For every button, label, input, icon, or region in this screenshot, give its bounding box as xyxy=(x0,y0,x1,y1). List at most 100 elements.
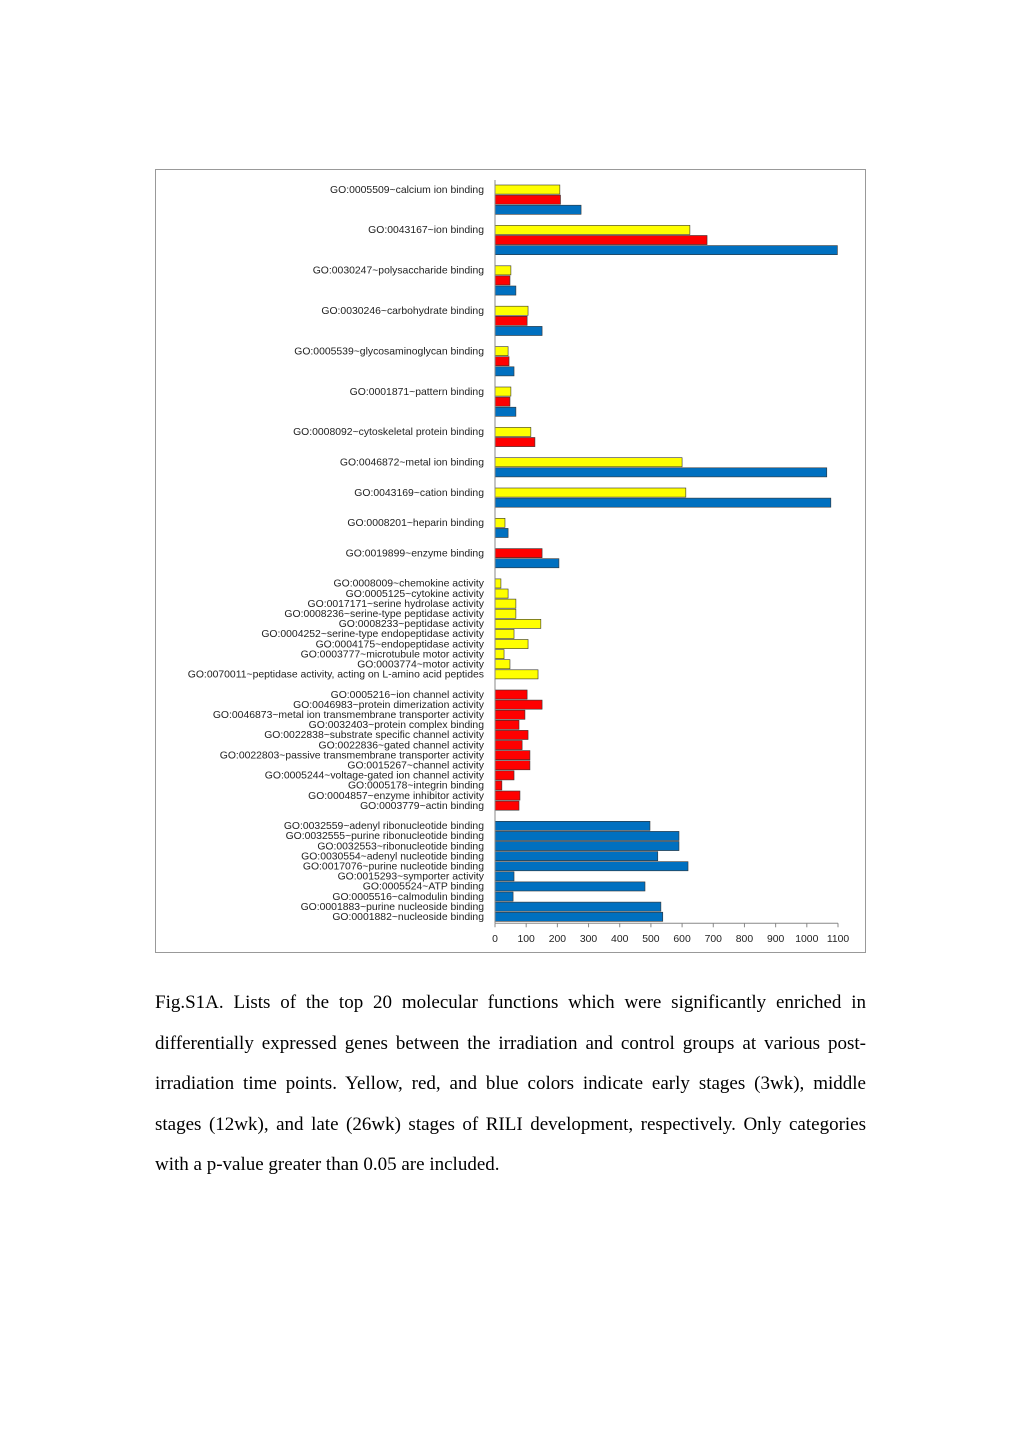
x-tick-label: 500 xyxy=(642,934,660,945)
bar xyxy=(494,780,503,791)
x-tick-label: 1000 xyxy=(795,934,818,945)
bar xyxy=(494,204,582,215)
bar xyxy=(494,497,832,508)
bar xyxy=(494,851,659,861)
bar xyxy=(494,406,517,417)
bar xyxy=(494,790,521,801)
category-label: GO:0046872~metal ion binding xyxy=(340,458,484,469)
category-label: GO:0005178~integrin binding xyxy=(348,781,484,792)
bar xyxy=(494,689,528,700)
bar xyxy=(494,831,680,841)
category-label: GO:0015267~channel activity xyxy=(347,761,484,772)
bar xyxy=(494,225,691,235)
chart: GO:0005509~calcium ion binding GO:0043167… xyxy=(155,169,866,953)
category-label: GO:0032553~ribonucleotide binding xyxy=(317,841,484,852)
category-label: GO:0005524~ATP binding xyxy=(363,882,484,893)
bar xyxy=(494,881,646,892)
category-label: GO:0046873~metal ion transmembrane trans… xyxy=(213,710,485,721)
category-label: GO:0032555~purine ribonucleotide binding xyxy=(286,831,485,842)
bar xyxy=(494,487,687,498)
category-label: GO:0046983~protein dimerization activity xyxy=(293,700,485,711)
bar xyxy=(494,578,502,589)
category-label: GO:0001871~pattern binding xyxy=(350,387,485,398)
bar xyxy=(494,891,514,902)
bar xyxy=(494,699,543,710)
category-label: GO:0008092~cytoskeletal protein binding xyxy=(293,427,484,438)
bar xyxy=(494,356,510,367)
bar xyxy=(494,548,543,558)
x-tick-label: 900 xyxy=(767,934,785,945)
bar xyxy=(494,265,512,276)
category-label: GO:0004857~enzyme inhibitor activity xyxy=(308,791,485,802)
bar xyxy=(494,326,543,336)
category-label: GO:0001882~nucleoside binding xyxy=(332,912,484,923)
bar xyxy=(494,770,515,781)
category-label: GO:0003777~microtubule motor activity xyxy=(301,649,485,660)
category-label: GO:0004252~serine-type endopeptidase act… xyxy=(261,629,484,640)
x-tick-label: 400 xyxy=(611,934,629,945)
x-tick-label: 800 xyxy=(736,934,754,945)
category-label: GO:0005516~calmodulin binding xyxy=(332,892,484,903)
bar xyxy=(494,659,511,670)
bar xyxy=(494,629,515,639)
category-label: GO:0003774~motor activity xyxy=(357,660,485,671)
category-label: GO:0005125~cytokine activity xyxy=(346,589,485,600)
category-label: GO:0001883~purine nucleoside binding xyxy=(301,902,485,913)
bar xyxy=(494,558,560,569)
bar xyxy=(494,730,529,740)
bar xyxy=(494,467,828,478)
x-tick-label: 100 xyxy=(518,934,536,945)
bar xyxy=(494,427,532,437)
category-label: GO:0015293~symporter activity xyxy=(338,872,485,883)
bar xyxy=(494,639,529,649)
category-label: GO:0022836~gated channel activity xyxy=(319,740,485,751)
bar xyxy=(494,760,531,771)
bar xyxy=(494,841,680,851)
bar xyxy=(494,709,526,720)
bar xyxy=(494,366,515,377)
bar xyxy=(494,800,520,811)
bar xyxy=(494,184,561,195)
x-tick-label: 700 xyxy=(705,934,723,945)
x-tick-label: 0 xyxy=(492,934,498,945)
bar xyxy=(494,750,531,760)
category-label: GO:0003779~actin binding xyxy=(360,801,484,812)
x-tick-label: 300 xyxy=(580,934,598,945)
caption: Fig.S1A. Lists of the top 20 molecular f… xyxy=(155,992,866,1175)
category-label: GO:0008009~chemokine activity xyxy=(334,579,485,590)
bar xyxy=(494,194,561,205)
category-label: GO:0019899~enzyme binding xyxy=(346,548,485,559)
category-label: GO:0017076~purine nucleotide binding xyxy=(303,862,484,873)
category-label: GO:0070011~peptidase activity, acting on… xyxy=(188,670,484,681)
category-label: GO:0043169~cation binding xyxy=(354,488,484,499)
category-label: GO:0005216~ion channel activity xyxy=(331,690,485,701)
category-label: GO:0005539~glycosaminoglycan binding xyxy=(294,346,484,357)
x-tick-label: 600 xyxy=(673,934,691,945)
bar xyxy=(494,719,520,730)
x-tick-label: 1100 xyxy=(827,934,850,945)
bar xyxy=(494,598,517,609)
category-label: GO:0030554~adenyl nucleotide binding xyxy=(301,851,484,862)
bar xyxy=(494,740,523,750)
category-label: GO:0043167~ion binding xyxy=(368,225,484,236)
category-label: GO:0008233~peptidase activity xyxy=(339,619,485,630)
category-label: GO:0017171~serine hydrolase activity xyxy=(308,599,485,610)
category-label: GO:0030247~polysaccharide binding xyxy=(313,266,484,277)
category-label: GO:0032403~protein complex binding xyxy=(309,720,485,731)
bar xyxy=(494,396,511,407)
bar xyxy=(494,315,528,326)
bar xyxy=(494,386,512,397)
bar xyxy=(494,245,838,256)
category-label: GO:0008236~serine-type peptidase activit… xyxy=(284,609,484,620)
chart-frame xyxy=(155,169,866,953)
bar xyxy=(494,588,509,599)
bar xyxy=(494,669,539,680)
bar xyxy=(494,235,708,245)
bar xyxy=(494,457,683,468)
x-tick-label: 200 xyxy=(549,934,567,945)
bar xyxy=(494,528,509,538)
category-label: GO:0004175~endopeptidase activity xyxy=(316,639,485,650)
bar xyxy=(494,871,515,882)
bar xyxy=(494,861,689,872)
